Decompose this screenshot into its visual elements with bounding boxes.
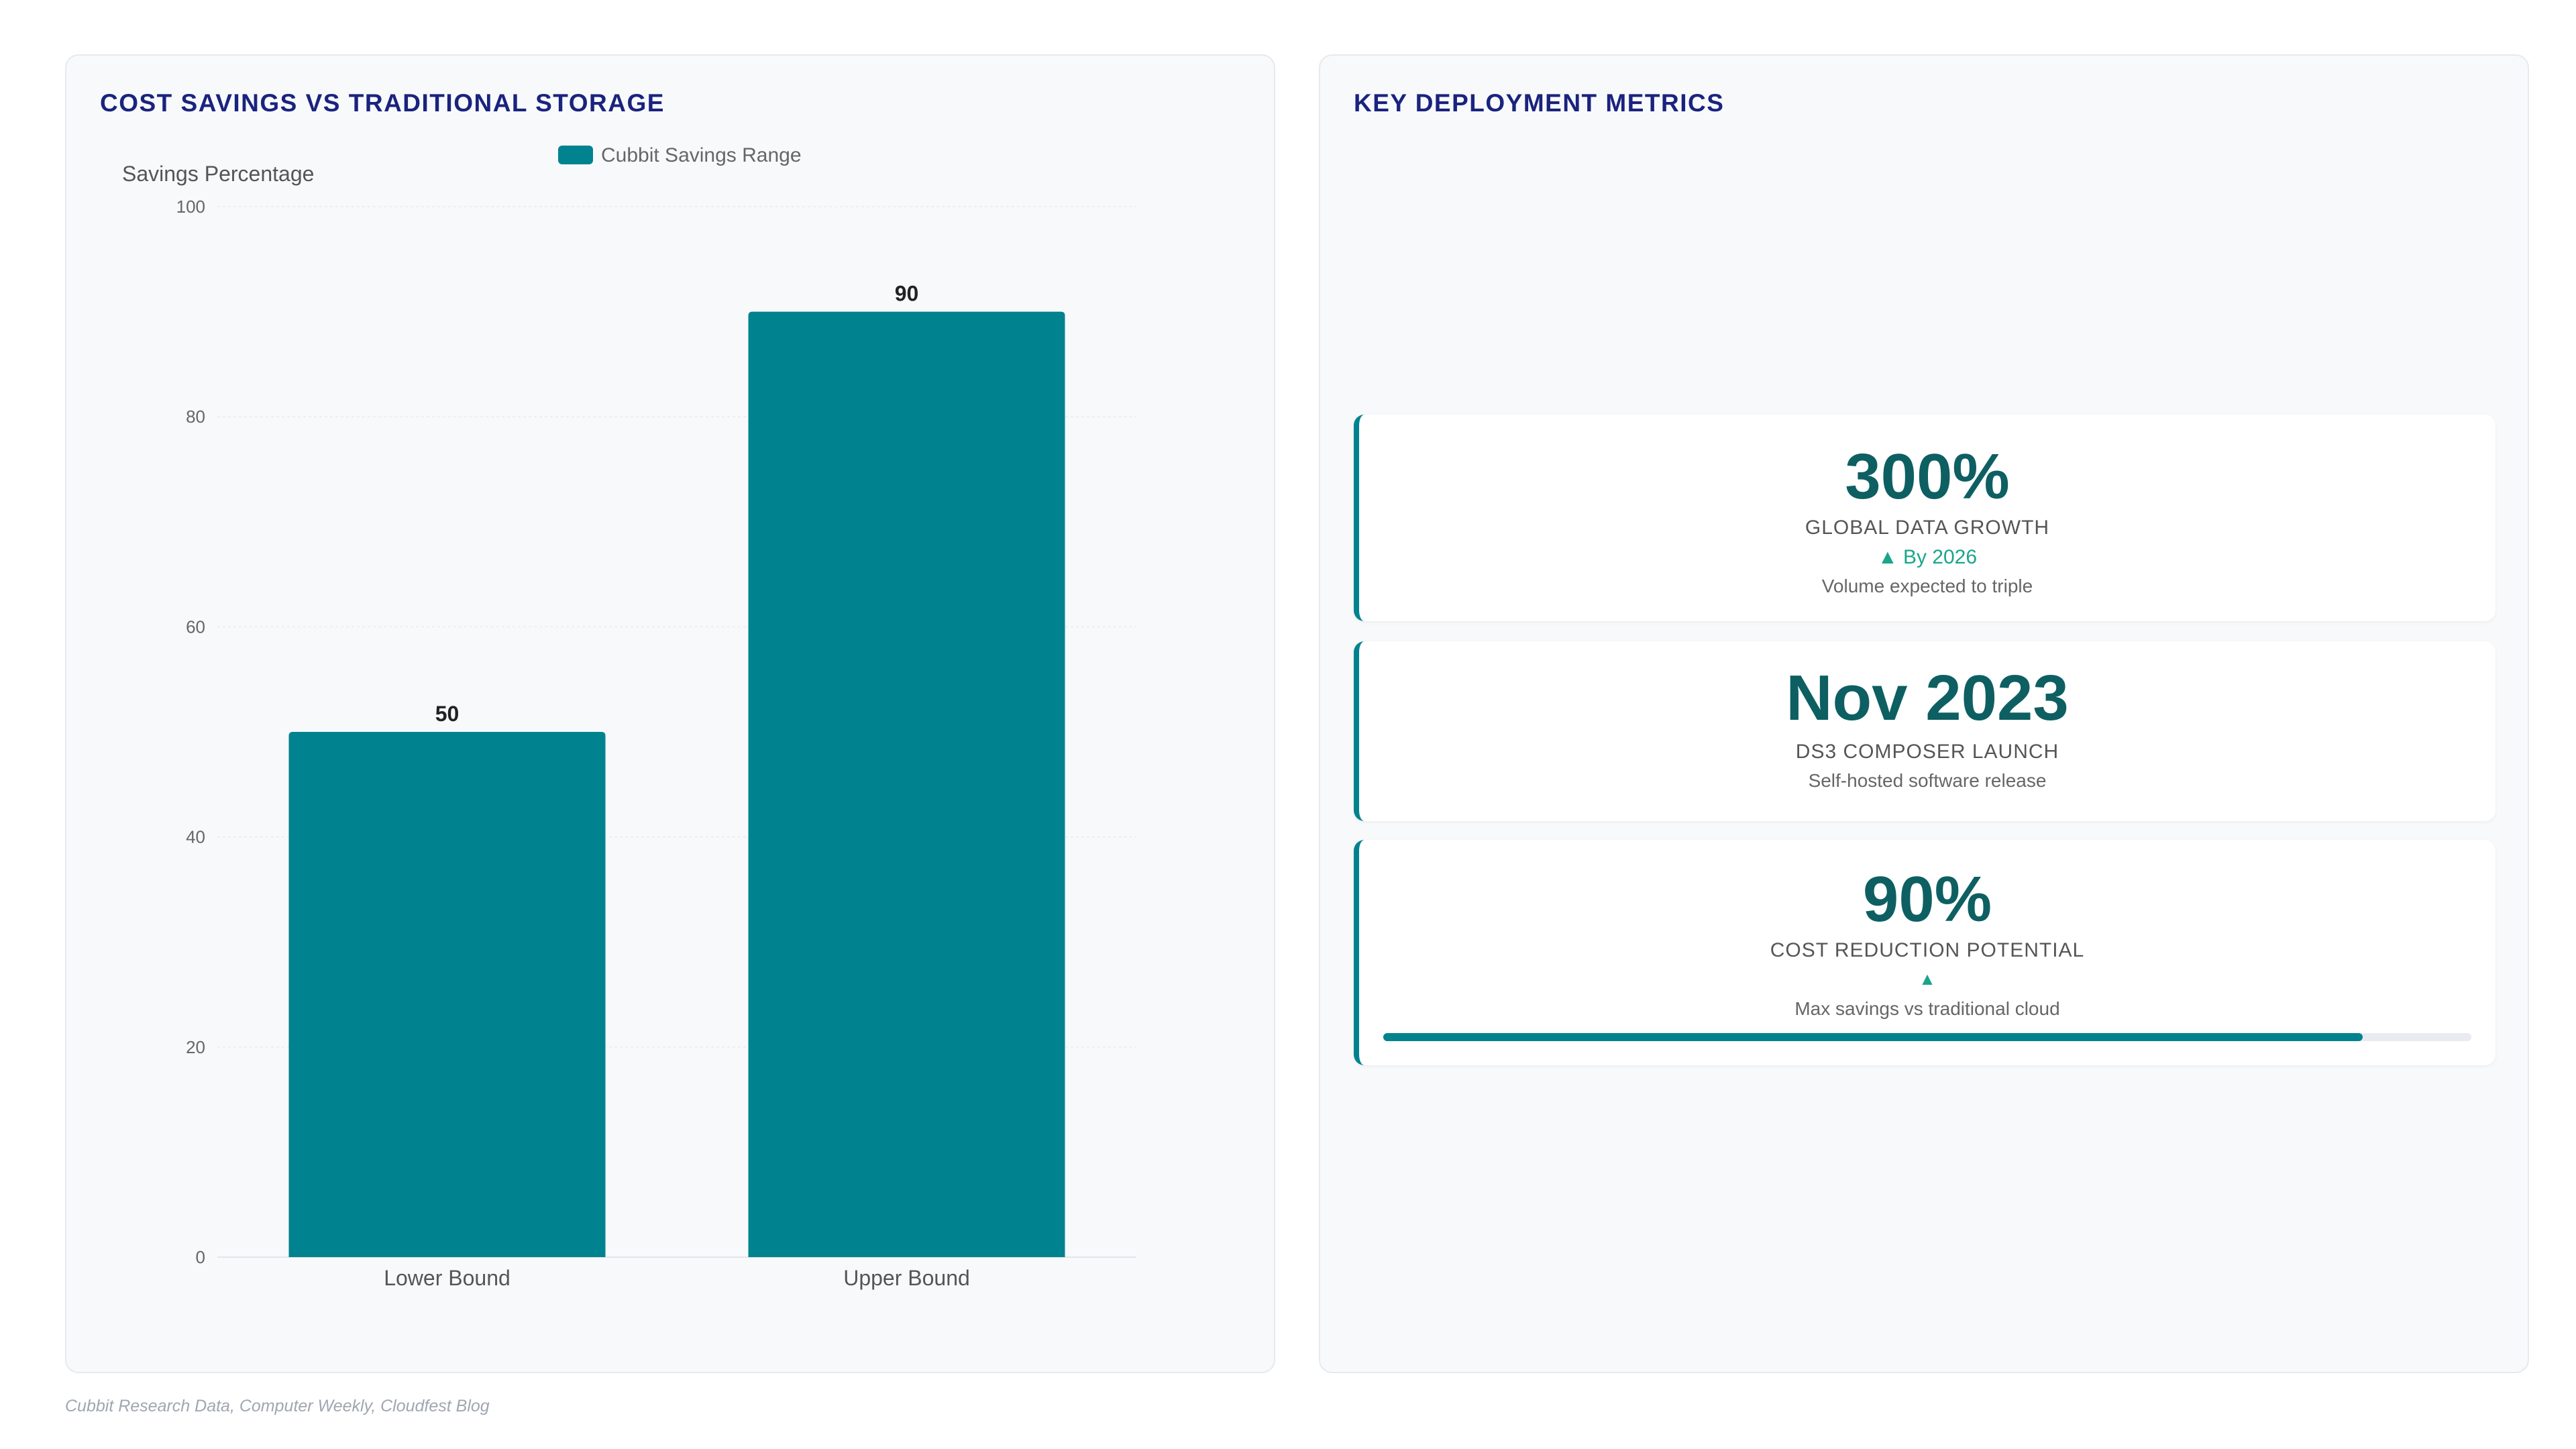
- metrics-panel: KEY DEPLOYMENT METRICS 300% GLOBAL DATA …: [1319, 54, 2529, 1373]
- y-tick-label: 40: [186, 827, 205, 847]
- legend-swatch: [558, 146, 593, 164]
- y-tick-label: 0: [196, 1247, 205, 1267]
- y-tick-label: 20: [186, 1037, 205, 1057]
- y-axis-title: Savings Percentage: [122, 162, 314, 186]
- source-note: Cubbit Research Data, Computer Weekly, C…: [65, 1397, 490, 1415]
- metric-card-composer-launch: Nov 2023 DS3 COMPOSER LAUNCH Self-hosted…: [1354, 641, 2496, 821]
- data-label: 90: [895, 282, 919, 306]
- data-label: 50: [435, 702, 460, 726]
- metric-trend: ▲ By 2026: [1877, 546, 1978, 568]
- metric-value: 300%: [1845, 441, 2010, 513]
- metric-label: GLOBAL DATA GROWTH: [1805, 517, 2050, 539]
- bar: [288, 732, 606, 1257]
- metrics-panel-title: KEY DEPLOYMENT METRICS: [1354, 89, 1725, 117]
- progress-fill: [1383, 1033, 2363, 1041]
- metric-trend: ▲: [1919, 969, 1936, 989]
- metric-description: Volume expected to triple: [1821, 576, 2033, 596]
- progress-track: [1383, 1033, 2471, 1041]
- metric-card-data-growth: 300% GLOBAL DATA GROWTH ▲ By 2026 Volume…: [1354, 415, 2496, 621]
- metric-card-cost-reduction: 90% COST REDUCTION POTENTIAL ▲ Max savin…: [1354, 840, 2496, 1065]
- y-tick-label: 80: [186, 407, 205, 427]
- chart-title: COST SAVINGS VS TRADITIONAL STORAGE: [100, 89, 665, 117]
- bar-chart: 0 20 40 60 80 100 Savings Percentage Cubbit Sav…: [122, 144, 1136, 1290]
- chart-panel: COST SAVINGS VS TRADITIONAL STORAGE 0 20 4…: [65, 54, 1275, 1373]
- metric-description: Self-hosted software release: [1808, 770, 2047, 791]
- bar: [748, 311, 1065, 1258]
- x-category-label: Lower Bound: [384, 1266, 511, 1290]
- metric-label: DS3 COMPOSER LAUNCH: [1795, 741, 2059, 763]
- x-category-label: Upper Bound: [843, 1266, 970, 1290]
- metric-value: Nov 2023: [1786, 662, 2069, 734]
- metric-value: 90%: [1862, 863, 1992, 935]
- y-tick-label: 60: [186, 616, 205, 637]
- metric-description: Max savings vs traditional cloud: [1794, 998, 2060, 1019]
- legend-label: Cubbit Savings Range: [601, 144, 802, 166]
- metric-label: COST REDUCTION POTENTIAL: [1770, 939, 2085, 961]
- y-tick-label: 100: [176, 197, 205, 217]
